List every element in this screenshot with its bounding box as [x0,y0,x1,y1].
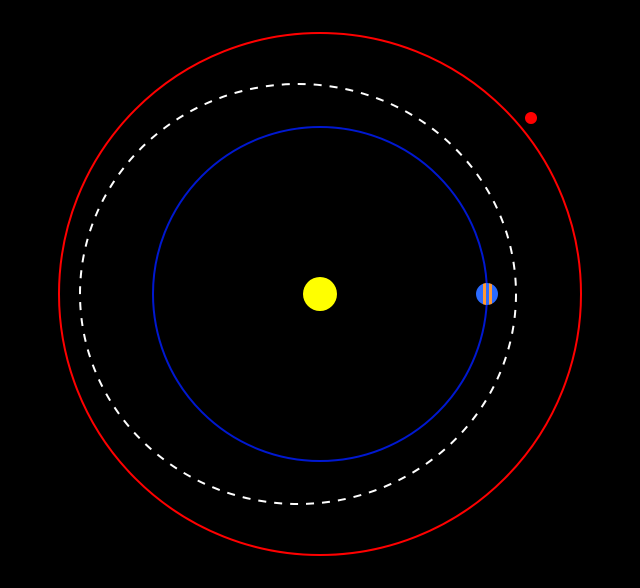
orbit-diagram [0,0,640,588]
mars-planet [525,112,537,124]
sun [303,277,337,311]
earth-stripe-1 [489,283,492,305]
earth-stripe-0 [483,283,486,305]
earth-planet [476,283,498,305]
earth-disc [476,283,498,305]
